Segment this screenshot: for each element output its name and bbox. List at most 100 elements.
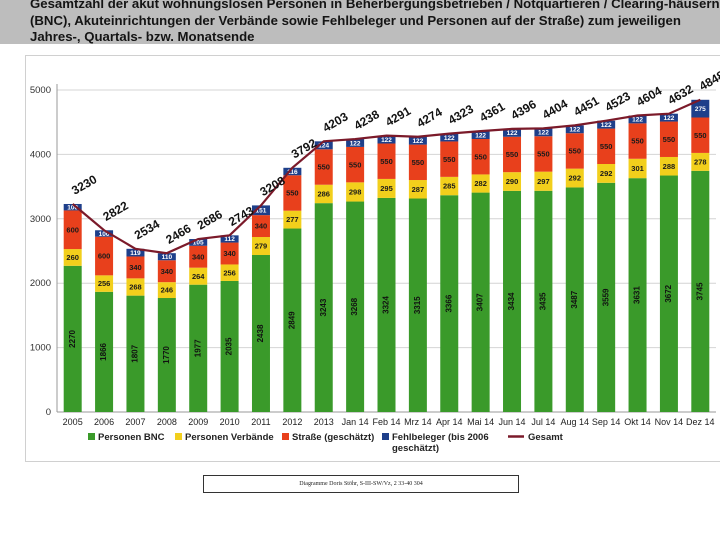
data-label: 1866 bbox=[99, 342, 108, 360]
bar-segment bbox=[283, 210, 302, 229]
bar-segment bbox=[157, 260, 176, 283]
bar-segment bbox=[314, 141, 333, 150]
data-label: 260 bbox=[66, 253, 79, 262]
bar-segment bbox=[534, 171, 553, 191]
bar-segment bbox=[597, 128, 616, 164]
data-label: 550 bbox=[317, 163, 330, 172]
bar-segment bbox=[346, 201, 365, 412]
data-label: 550 bbox=[380, 157, 393, 166]
bar-segment bbox=[691, 99, 710, 118]
data-label: 122 bbox=[632, 117, 643, 124]
bar-segment bbox=[220, 264, 239, 281]
data-label: 3324 bbox=[382, 296, 391, 314]
data-label: 268 bbox=[129, 283, 142, 292]
data-label: 282 bbox=[474, 179, 487, 188]
data-label: 122 bbox=[444, 135, 455, 142]
data-label: 122 bbox=[475, 132, 486, 139]
bar-segment bbox=[659, 121, 678, 157]
bar-segment bbox=[503, 136, 522, 173]
bar-segment bbox=[408, 144, 427, 181]
legend-label: Gesamt bbox=[528, 432, 564, 443]
bar-segment bbox=[346, 146, 365, 183]
bar-segment bbox=[126, 295, 145, 412]
bar-segment bbox=[565, 187, 584, 412]
y-tick-label: 1000 bbox=[30, 343, 51, 354]
data-label: 550 bbox=[506, 150, 519, 159]
legend-label: Personen Verbände bbox=[185, 432, 274, 443]
data-label: 3435 bbox=[539, 292, 548, 310]
data-label: 1770 bbox=[162, 346, 171, 364]
data-label: 600 bbox=[66, 225, 79, 234]
data-label: 112 bbox=[224, 236, 235, 243]
data-label: 288 bbox=[663, 162, 676, 171]
data-label: 122 bbox=[412, 138, 423, 145]
data-label: 3745 bbox=[695, 282, 704, 300]
bar-segment bbox=[471, 131, 490, 140]
total-label: 4604 bbox=[634, 83, 664, 109]
data-label: 122 bbox=[538, 130, 549, 137]
data-label: 550 bbox=[631, 137, 644, 146]
data-label: 290 bbox=[506, 177, 519, 186]
data-label: 286 bbox=[317, 190, 330, 199]
data-label: 600 bbox=[98, 252, 111, 261]
data-label: 122 bbox=[569, 127, 580, 134]
bar-segment bbox=[189, 267, 208, 285]
data-label: 256 bbox=[98, 279, 111, 288]
total-label: 4291 bbox=[383, 104, 413, 130]
data-label: 550 bbox=[286, 189, 299, 198]
data-label: 285 bbox=[443, 182, 456, 191]
bar-segment bbox=[659, 113, 678, 122]
bar-segment bbox=[503, 172, 522, 191]
x-tick-label: Aug 14 bbox=[561, 417, 590, 427]
data-label: 297 bbox=[537, 177, 550, 186]
bar-segment bbox=[565, 168, 584, 188]
bar-segment bbox=[157, 282, 176, 299]
bar-segment bbox=[251, 237, 270, 255]
bar-segment bbox=[565, 133, 584, 169]
bar-segment bbox=[628, 123, 647, 159]
x-tick-label: Mai 14 bbox=[467, 417, 494, 427]
x-tick-label: Jun 14 bbox=[499, 417, 526, 427]
bar-segment bbox=[283, 167, 302, 176]
bar-segment bbox=[440, 176, 459, 196]
bar-segment bbox=[659, 156, 678, 176]
bar-segment bbox=[440, 141, 459, 177]
bar-segment bbox=[189, 245, 208, 268]
bar-segment bbox=[628, 158, 647, 179]
bar-segment bbox=[95, 275, 114, 292]
total-label: 3230 bbox=[69, 172, 99, 198]
data-label: 550 bbox=[537, 150, 550, 159]
data-label: 550 bbox=[349, 160, 362, 169]
legend-swatch bbox=[382, 433, 389, 440]
bar-segment bbox=[691, 117, 710, 153]
data-label: 3672 bbox=[664, 284, 673, 302]
bar-segment bbox=[314, 203, 333, 412]
data-label: 100 bbox=[67, 204, 78, 211]
data-label: 550 bbox=[663, 135, 676, 144]
x-tick-label: 2008 bbox=[157, 417, 177, 427]
legend-swatch bbox=[88, 433, 95, 440]
data-label: 122 bbox=[350, 140, 361, 147]
bar-segment bbox=[628, 178, 647, 412]
bar-segment bbox=[251, 254, 270, 412]
bar-segment bbox=[95, 236, 114, 276]
x-tick-label: 2005 bbox=[63, 417, 83, 427]
data-label: 3243 bbox=[319, 298, 328, 316]
bar-segment bbox=[189, 239, 208, 246]
data-label: 246 bbox=[161, 286, 174, 295]
bar-segment bbox=[63, 203, 82, 211]
data-label: 3434 bbox=[507, 292, 516, 310]
x-tick-label: 2012 bbox=[282, 417, 302, 427]
y-tick-label: 4000 bbox=[30, 149, 51, 160]
data-label: 1977 bbox=[193, 339, 202, 357]
data-label: 340 bbox=[223, 249, 236, 258]
bar-segment bbox=[597, 163, 616, 183]
data-label: 3487 bbox=[570, 290, 579, 308]
data-label: 2438 bbox=[256, 324, 265, 342]
data-label: 292 bbox=[569, 174, 582, 183]
data-label: 122 bbox=[507, 130, 518, 137]
data-label: 279 bbox=[255, 242, 268, 251]
legend-label: Fehlbeleger (bis 2006 bbox=[392, 432, 489, 443]
data-label: 122 bbox=[381, 137, 392, 144]
data-label: 550 bbox=[600, 142, 613, 151]
